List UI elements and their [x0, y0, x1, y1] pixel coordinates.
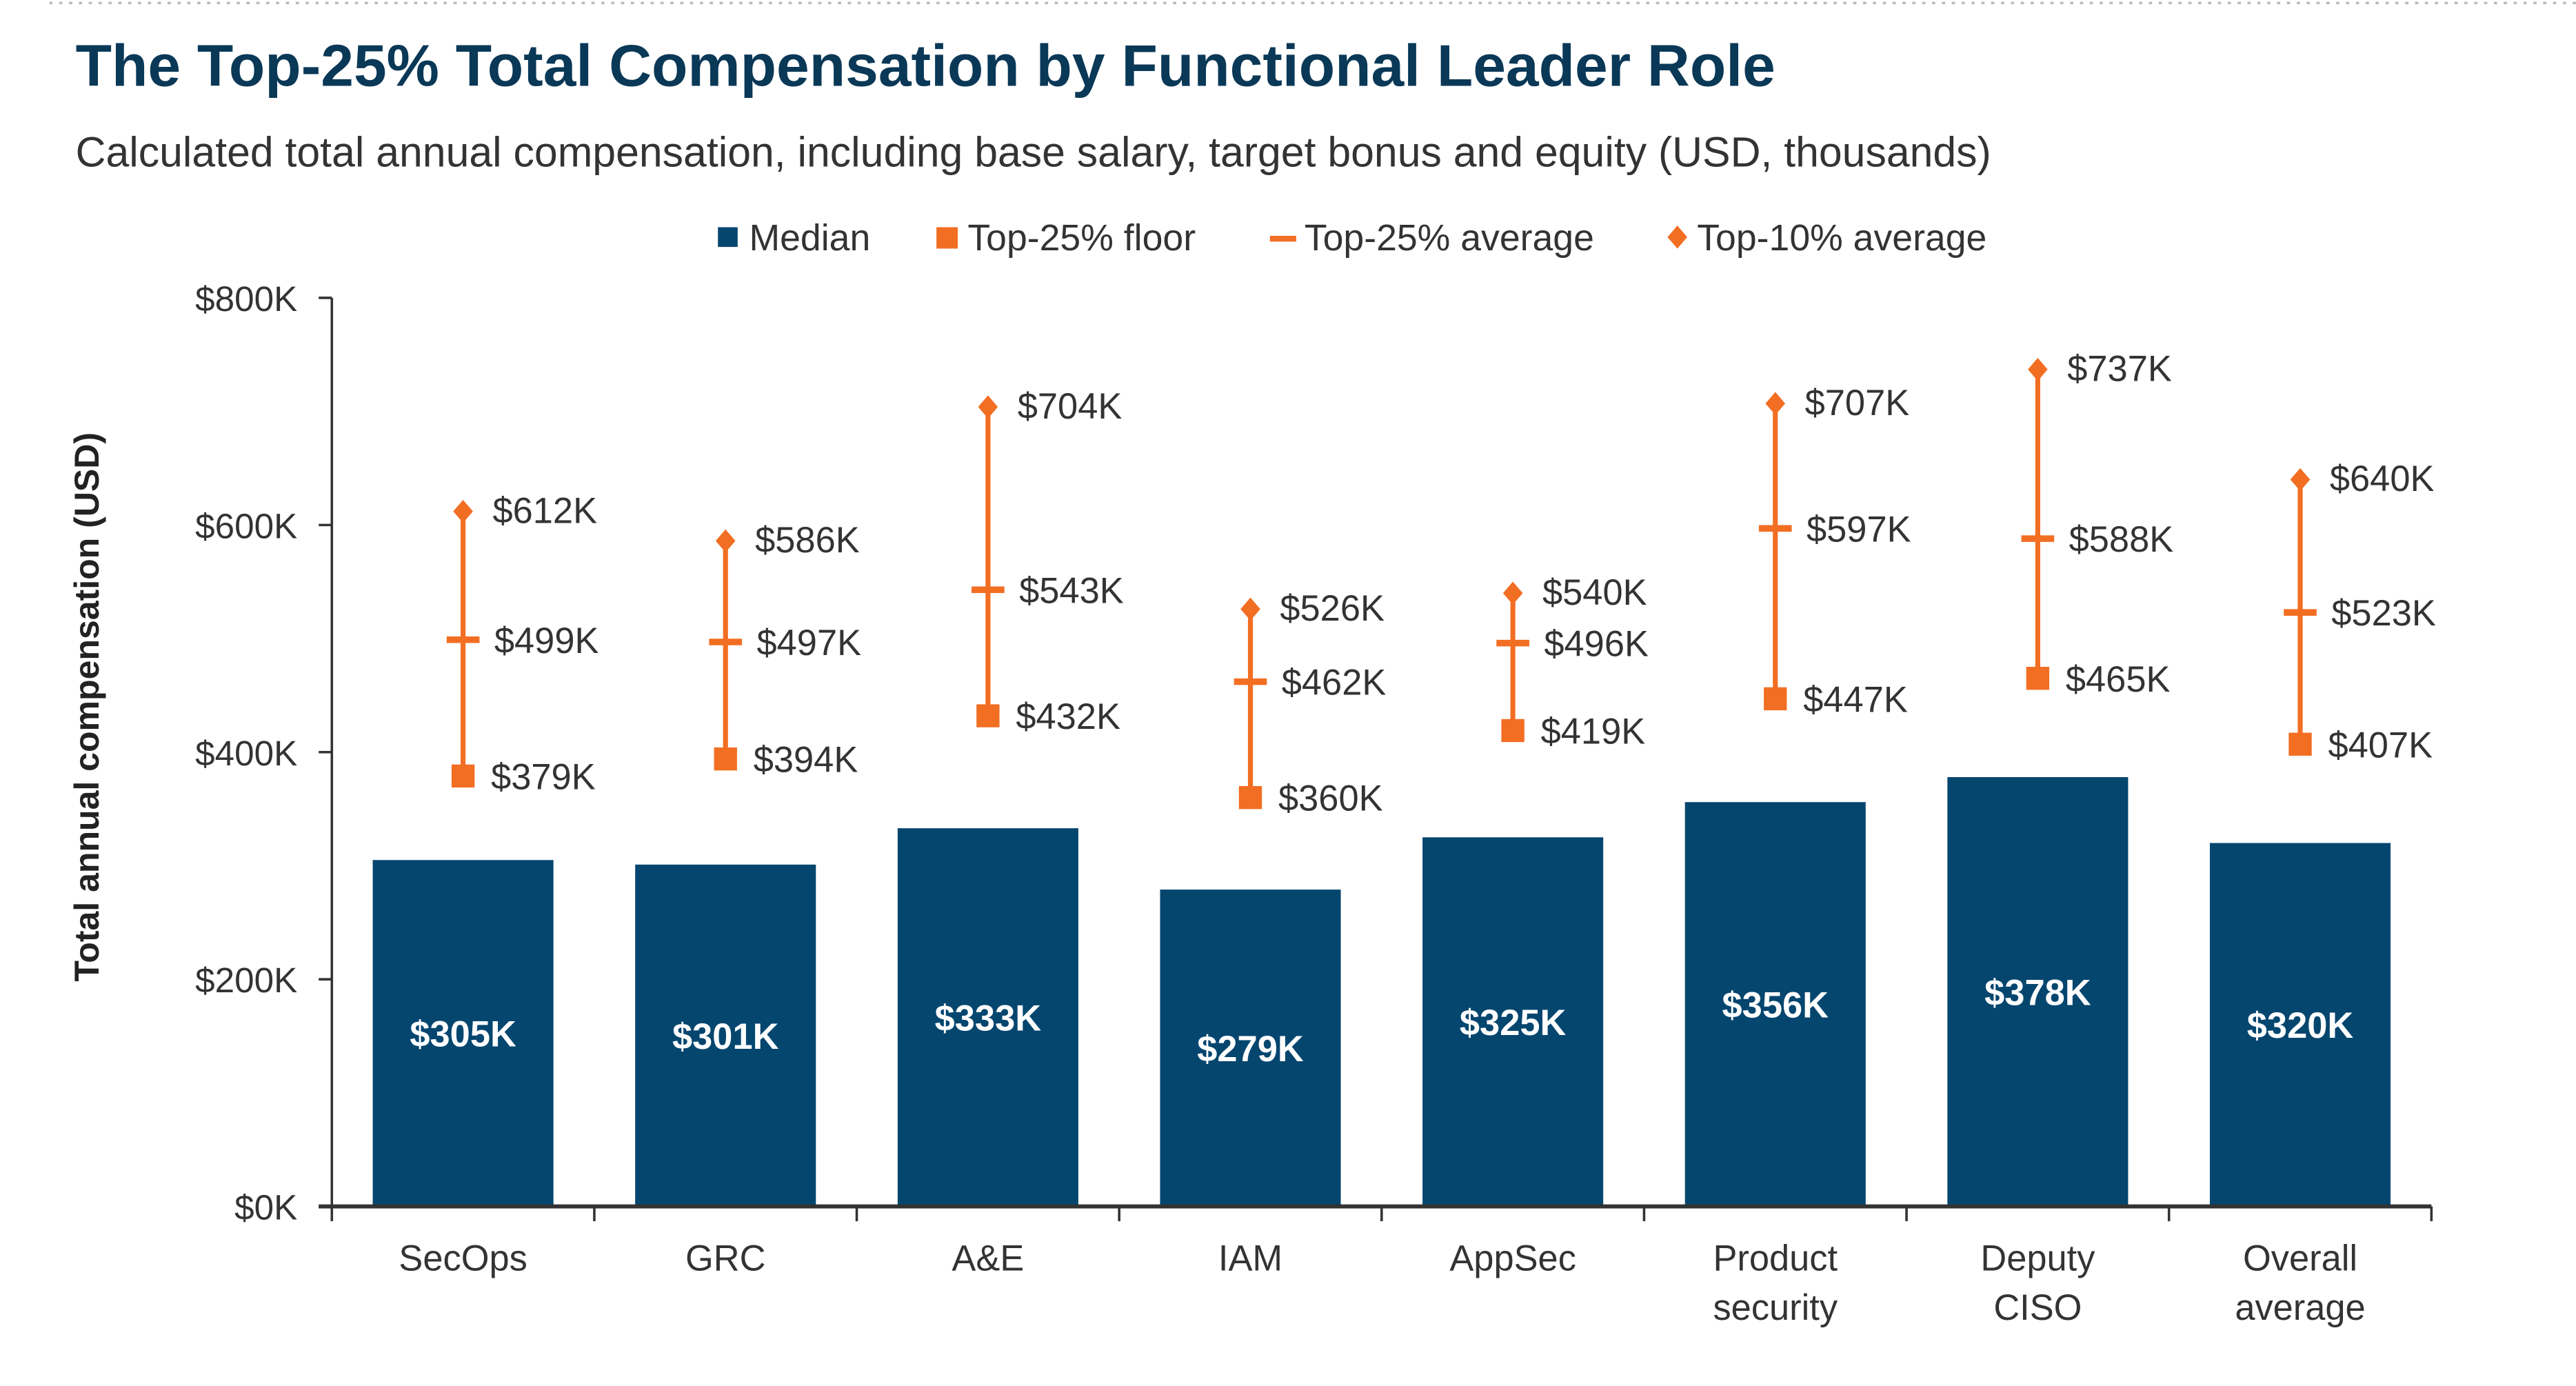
- x-category-label: AppSec: [1449, 1239, 1576, 1279]
- top25-average-label: $543K: [1019, 571, 1124, 611]
- plot-area: $0K $200K $400K $600K $800K $305K $379K $499K $6…: [195, 279, 2436, 1328]
- top10-average-label: $612K: [492, 491, 597, 531]
- legend-label: Median: [749, 217, 870, 259]
- marker-top10-average: [2028, 358, 2048, 381]
- marker-top10-average: [978, 395, 998, 419]
- marker-top25-floor: [714, 747, 737, 771]
- x-category-label: security: [1713, 1288, 1838, 1328]
- top10-average-label: $640K: [2330, 459, 2435, 499]
- x-category-label: Overall: [2243, 1239, 2357, 1279]
- top10-average-label: $526K: [1280, 589, 1385, 629]
- top10-average-label: $586K: [755, 521, 860, 561]
- top10-average-label: $540K: [1542, 573, 1647, 613]
- marker-top10-average: [1502, 581, 1523, 605]
- marker-top25-floor: [1238, 785, 1262, 810]
- bar-median: [2209, 843, 2391, 1207]
- top25-floor-label: $394K: [754, 741, 858, 781]
- bar-value-label: $356K: [1722, 985, 1829, 1025]
- legend-top10-swatch: [1667, 225, 1687, 249]
- bar-median: [635, 864, 816, 1207]
- top10-average-label: $704K: [1018, 387, 1123, 427]
- top25-average-label: $597K: [1807, 510, 1911, 550]
- bar-value-label: $333K: [935, 998, 1042, 1038]
- top25-floor-label: $419K: [1541, 712, 1646, 752]
- x-category-label: CISO: [1993, 1288, 2082, 1328]
- marker-top10-average: [1240, 597, 1260, 621]
- bar-median: [372, 860, 554, 1207]
- bar-median: [1160, 890, 1341, 1207]
- x-category-label: Deputy: [1980, 1239, 2095, 1279]
- top25-average-label: $588K: [2069, 520, 2174, 560]
- chart-subtitle: Calculated total annual compensation, in…: [76, 128, 1991, 175]
- marker-top10-average: [2290, 468, 2311, 492]
- top25-floor-label: $447K: [1803, 680, 1908, 720]
- top25-average-label: $499K: [494, 621, 599, 661]
- top25-floor-label: $379K: [491, 757, 596, 797]
- legend: Median Top-25% floor Top-25% average Top-10…: [718, 217, 1986, 259]
- legend-median-swatch: [718, 227, 738, 248]
- y-tick-label: $400K: [195, 734, 297, 773]
- top25-average-label: $523K: [2331, 594, 2436, 634]
- top25-average-label: $462K: [1282, 663, 1387, 703]
- y-tick-label: $600K: [195, 506, 297, 545]
- x-category-label: IAM: [1218, 1239, 1282, 1279]
- marker-top10-average: [453, 499, 473, 523]
- bar-value-label: $320K: [2247, 1006, 2354, 1046]
- top25-floor-label: $407K: [2328, 725, 2433, 765]
- marker-top25-floor: [451, 764, 475, 788]
- y-axis-label: Total annual compensation (USD): [68, 432, 106, 982]
- bar-value-label: $301K: [672, 1017, 779, 1057]
- y-tick-label: $200K: [195, 961, 297, 1000]
- legend-label: Top-10% average: [1697, 217, 1986, 259]
- top25-average-label: $496K: [1544, 625, 1649, 665]
- marker-top25-floor: [976, 704, 1000, 727]
- legend-label: Top-25% average: [1305, 217, 1594, 259]
- x-category-label: A&E: [952, 1239, 1024, 1279]
- bar-value-label: $325K: [1460, 1003, 1567, 1043]
- bar-value-label: $279K: [1197, 1030, 1304, 1069]
- legend-floor-swatch: [936, 227, 958, 249]
- top10-average-label: $737K: [2067, 349, 2172, 389]
- y-tick-label: $800K: [195, 279, 297, 319]
- chart-title: The Top-25% Total Compensation by Functi…: [76, 33, 1775, 99]
- top25-average-label: $497K: [757, 623, 862, 663]
- x-category-label: Product: [1713, 1239, 1838, 1279]
- bar-median: [897, 828, 1078, 1207]
- bar-median: [1947, 777, 2129, 1207]
- top25-floor-label: $432K: [1016, 697, 1120, 737]
- x-category-label: average: [2235, 1288, 2365, 1328]
- marker-top25-floor: [1764, 687, 1787, 711]
- top10-average-label: $707K: [1805, 383, 1910, 423]
- marker-top25-floor: [2026, 667, 2050, 690]
- marker-top10-average: [1765, 392, 1786, 415]
- marker-top10-average: [715, 529, 736, 553]
- top25-floor-label: $360K: [1278, 779, 1383, 819]
- bar-value-label: $305K: [410, 1014, 516, 1054]
- y-tick-label: $0K: [234, 1188, 297, 1227]
- bar-median: [1684, 802, 1866, 1207]
- marker-top25-floor: [1501, 719, 1525, 743]
- bar-value-label: $378K: [1984, 973, 2091, 1013]
- top25-floor-label: $465K: [2066, 660, 2171, 700]
- x-category-label: SecOps: [399, 1239, 527, 1279]
- marker-top25-floor: [2288, 732, 2312, 756]
- x-category-label: GRC: [685, 1239, 765, 1279]
- bar-median: [1422, 837, 1604, 1207]
- legend-label: Top-25% floor: [967, 217, 1196, 259]
